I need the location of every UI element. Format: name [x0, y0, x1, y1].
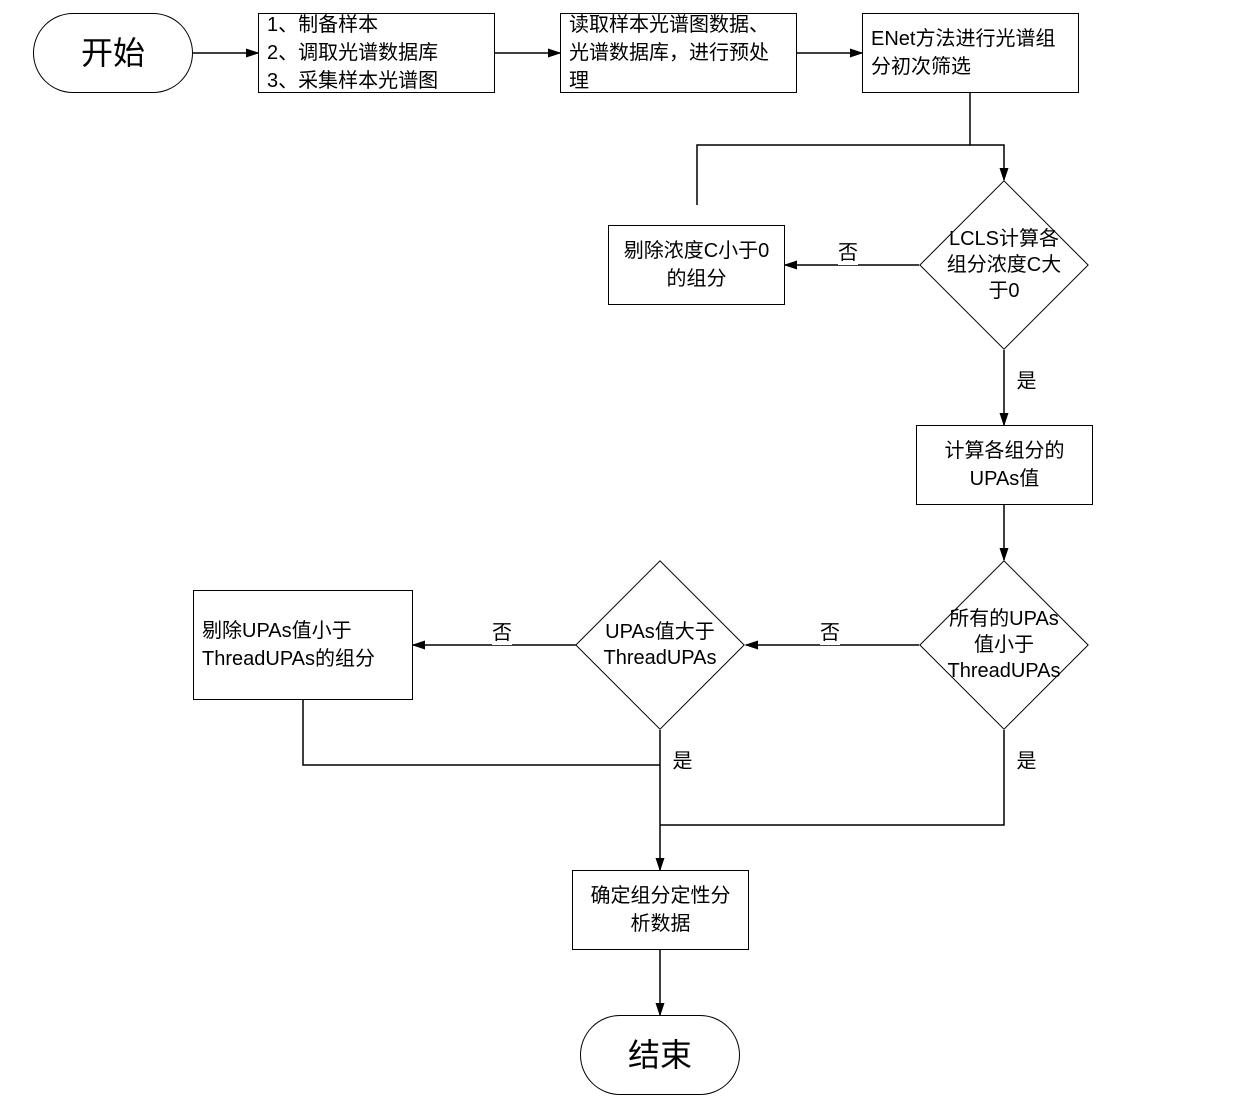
edge-label-lcls-no: 否 — [838, 236, 858, 265]
prep-process: 1、制备样本 2、调取光谱数据库 3、采集样本光谱图 — [258, 13, 495, 93]
remove-c-process: 剔除浓度C小于0的组分 — [608, 225, 785, 305]
calc-upa-process: 计算各组分的UPAs值 — [916, 425, 1093, 505]
end-terminator: 结束 — [580, 1015, 740, 1095]
read-label: 读取样本光谱图数据、光谱数据库，进行预处理 — [569, 11, 788, 95]
lcls-decision: LCLS计算各组分浓度C大于0 — [919, 180, 1089, 350]
calc-upa-label: 计算各组分的UPAs值 — [925, 437, 1084, 493]
edge-label-allupa-yes: 是 — [1010, 750, 1039, 770]
remove-upa-process: 剔除UPAs值小于ThreadUPAs的组分 — [193, 590, 413, 700]
all-upa-decision: 所有的UPAs值小于ThreadUPAs — [919, 560, 1089, 730]
upa-gt-decision: UPAs值大于ThreadUPAs — [575, 560, 745, 730]
edge-label-lcls-yes: 是 — [1010, 370, 1039, 390]
remove-upa-label: 剔除UPAs值小于ThreadUPAs的组分 — [202, 617, 404, 673]
remove-c-label: 剔除浓度C小于0的组分 — [617, 237, 776, 293]
determine-label: 确定组分定性分析数据 — [581, 882, 740, 938]
determine-process: 确定组分定性分析数据 — [572, 870, 749, 950]
end-label: 结束 — [628, 1033, 692, 1078]
start-label: 开始 — [81, 31, 145, 76]
prep-label: 1、制备样本 2、调取光谱数据库 3、采集样本光谱图 — [267, 11, 438, 95]
enet-process: ENet方法进行光谱组分初次筛选 — [862, 13, 1079, 93]
edge-label-upagt-no: 否 — [492, 616, 512, 645]
lcls-label: LCLS计算各组分浓度C大于0 — [945, 226, 1063, 304]
start-terminator: 开始 — [33, 13, 193, 93]
enet-label: ENet方法进行光谱组分初次筛选 — [871, 25, 1070, 81]
upa-gt-label: UPAs值大于ThreadUPAs — [601, 619, 719, 671]
read-process: 读取样本光谱图数据、光谱数据库，进行预处理 — [560, 13, 797, 93]
edge-label-allupa-no: 否 — [820, 616, 840, 645]
edge-label-upagt-yes: 是 — [666, 750, 695, 770]
all-upa-label: 所有的UPAs值小于ThreadUPAs — [945, 606, 1063, 684]
